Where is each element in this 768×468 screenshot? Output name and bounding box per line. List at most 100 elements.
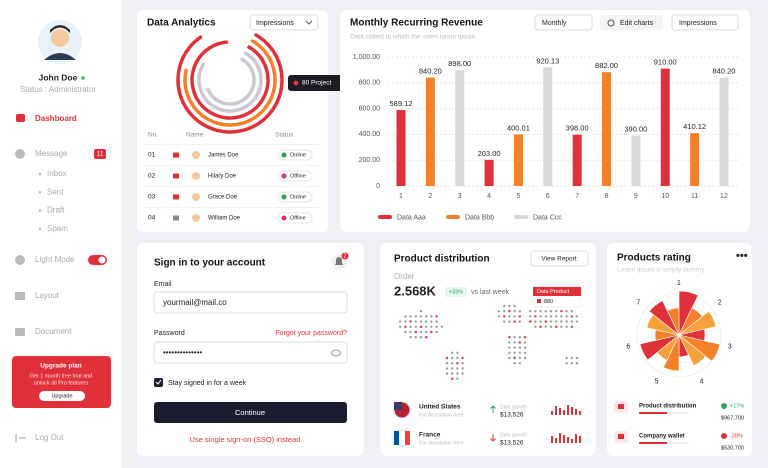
- x-tick-label: 11: [691, 193, 698, 200]
- polar-wedge: [678, 310, 717, 336]
- logout[interactable]: Log Out: [35, 433, 64, 442]
- map-dot: [404, 330, 407, 334]
- dropdown-text: Impressions: [679, 20, 717, 27]
- map-dot: [565, 320, 568, 323]
- map-dot: [508, 341, 511, 344]
- map-dot: [513, 346, 516, 349]
- map-dot: [425, 320, 428, 323]
- field-label: Email: [154, 281, 172, 288]
- legend-swatch: [446, 215, 460, 219]
- map-dot: [445, 367, 449, 370]
- flag: [173, 173, 179, 179]
- input-text: ••••••••••••••: [163, 348, 202, 357]
- sparkbar: [575, 434, 577, 443]
- map-dot: [414, 315, 417, 318]
- tooltip-text: 80 Project: [302, 80, 331, 87]
- sparkbar: [563, 410, 565, 415]
- table-header: No.: [148, 132, 158, 139]
- legend-label: Data Bbb: [465, 214, 494, 221]
- polar-axis-label: 7: [636, 299, 640, 306]
- button-text: Edit charts: [620, 20, 654, 27]
- map-dot: [575, 362, 579, 365]
- sparkbar: [559, 433, 561, 443]
- dropdown[interactable]: [671, 14, 739, 31]
- item-name: Company wallet: [639, 434, 685, 440]
- sparkbar: [579, 436, 581, 443]
- map-dot: [425, 336, 428, 339]
- map-dot: [409, 336, 412, 339]
- item-change: +17%: [730, 403, 744, 409]
- upgrade-button[interactable]: [39, 391, 85, 401]
- change-dot: [721, 433, 727, 439]
- map-dot: [508, 320, 511, 323]
- map-dot: [565, 315, 568, 318]
- submenu-item[interactable]: Draft: [47, 206, 65, 215]
- x-tick-label: 10: [661, 193, 669, 200]
- gear-icon: [607, 19, 615, 27]
- sparkbar: [563, 435, 565, 443]
- map-dot: [518, 341, 521, 344]
- avatar-body: [44, 53, 76, 60]
- map-dot: [451, 367, 454, 370]
- map-dot: [503, 310, 506, 313]
- toggle-knob: [98, 256, 106, 264]
- map-dot: [404, 325, 407, 328]
- x-tick-label: 4: [487, 193, 491, 200]
- map-dot: [497, 310, 501, 313]
- y-tick-label: 1,000.00: [353, 54, 380, 61]
- submenu-item[interactable]: Spam: [47, 224, 68, 233]
- map-dot: [518, 310, 521, 313]
- map-dot: [534, 315, 537, 318]
- more-button[interactable]: •••: [736, 250, 748, 262]
- button-text: View Report: [541, 256, 576, 263]
- map-dot: [529, 315, 532, 318]
- menu-item[interactable]: Light Mode: [35, 255, 75, 264]
- map-dot: [523, 351, 527, 354]
- continue-button[interactable]: [154, 402, 347, 423]
- dropdown[interactable]: [534, 14, 593, 31]
- y-tick-label: 200.00: [359, 157, 381, 164]
- bar: [455, 70, 465, 186]
- sparkbar: [571, 407, 573, 415]
- user-status: Status : Administrator: [20, 85, 96, 94]
- button[interactable]: [600, 15, 663, 30]
- menu-item[interactable]: Dashboard: [35, 114, 77, 123]
- map-dot: [409, 315, 412, 318]
- upgrade-button-text: Upgrade: [51, 393, 72, 399]
- row-status: Online: [290, 194, 306, 200]
- button[interactable]: [530, 250, 589, 267]
- submenu-item[interactable]: Inbox: [47, 169, 67, 178]
- status-dot: [281, 194, 287, 200]
- password-input[interactable]: [153, 341, 348, 364]
- sso-link[interactable]: Use single sign-on (SSO) instead: [190, 435, 301, 444]
- map-dot: [518, 351, 521, 354]
- email-input[interactable]: [153, 291, 348, 314]
- icon: [15, 434, 26, 442]
- polar-axis-label: 5: [654, 379, 658, 386]
- map-dot: [456, 372, 459, 375]
- map-dot: [456, 356, 459, 360]
- menu-item[interactable]: Document: [35, 327, 72, 336]
- menu-item[interactable]: Layout: [35, 291, 60, 300]
- submenu-item[interactable]: Sent: [47, 187, 64, 196]
- forgot-link[interactable]: Forgot your password?: [275, 330, 347, 337]
- map-dot: [409, 320, 412, 323]
- dropdown[interactable]: [249, 14, 319, 31]
- field-label: Password: [154, 330, 185, 337]
- bar: [660, 68, 670, 186]
- map-dot: [575, 320, 579, 323]
- eye-icon[interactable]: [331, 349, 341, 357]
- checkbox[interactable]: [154, 378, 163, 387]
- bar: [396, 110, 406, 186]
- x-tick-label: 9: [634, 193, 638, 200]
- map-dot: [419, 325, 423, 328]
- map-dot: [409, 325, 412, 328]
- status-pill: [277, 170, 313, 182]
- menu-item[interactable]: Message: [35, 149, 68, 158]
- icon: [15, 255, 25, 265]
- map-dot: [513, 310, 516, 313]
- map-dot: [435, 315, 438, 318]
- map-dot: [435, 325, 438, 328]
